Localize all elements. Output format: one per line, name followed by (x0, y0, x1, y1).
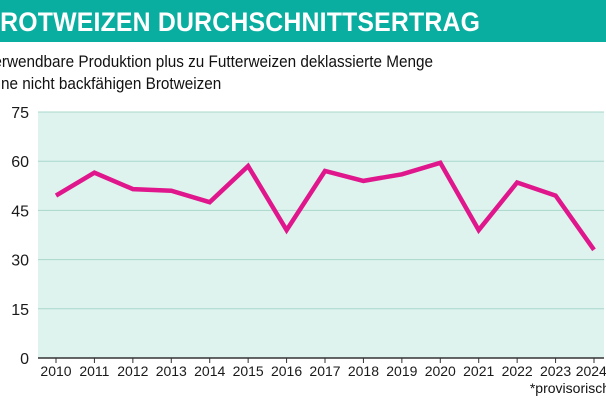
x-tick-label-2021: 2021 (463, 363, 494, 379)
x-tick-label-2023: 2023 (540, 363, 571, 379)
x-tick-label-2022: 2022 (502, 363, 533, 379)
y-tick-label-0: 0 (20, 351, 29, 368)
chart-title: BROTWEIZEN DURCHSCHNITTSERTRAG (0, 7, 481, 37)
y-tick-label-75: 75 (11, 105, 29, 122)
y-tick-label-15: 15 (11, 302, 29, 319)
chart-subtitle-line-2: ohne nicht backfähigen Brotweizen (0, 74, 222, 93)
x-tick-label-2020: 2020 (425, 363, 456, 379)
x-tick-label-2019: 2019 (386, 363, 417, 379)
y-tick-label-30: 30 (11, 253, 29, 270)
x-tick-label-2010: 2010 (40, 363, 71, 379)
x-axis-ticks: 2010 2011 2012 2013 2014 2015 2016 2017 2018 2019… (40, 358, 606, 379)
title-banner: BROTWEIZEN DURCHSCHNITTSERTRAG (0, 0, 606, 42)
x-tick-label-2011: 2011 (79, 363, 109, 379)
grid-lines (38, 111, 604, 359)
plot-area (38, 112, 604, 358)
y-tick-label-60: 60 (11, 154, 29, 171)
x-tick-label-2015: 2015 (233, 363, 264, 379)
x-tick-label-2024*: 2024* (576, 363, 606, 379)
y-axis-ticks: 0 15 30 45 60 75 (11, 105, 29, 368)
chart-subtitle-line-1: Verwendbare Produktion plus zu Futterwei… (0, 52, 434, 71)
x-tick-label-2016: 2016 (271, 363, 302, 379)
x-tick-label-2014: 2014 (194, 363, 225, 379)
footnote-provisorisch: *provisorisch (529, 380, 606, 396)
x-tick-label-2018: 2018 (348, 363, 379, 379)
x-tick-label-2017: 2017 (309, 363, 340, 379)
series-line-durchschnittsertrag (54, 160, 596, 252)
y-tick-label-45: 45 (11, 203, 29, 220)
x-tick-label-2013: 2013 (156, 363, 187, 379)
x-tick-label-2012: 2012 (117, 363, 148, 379)
